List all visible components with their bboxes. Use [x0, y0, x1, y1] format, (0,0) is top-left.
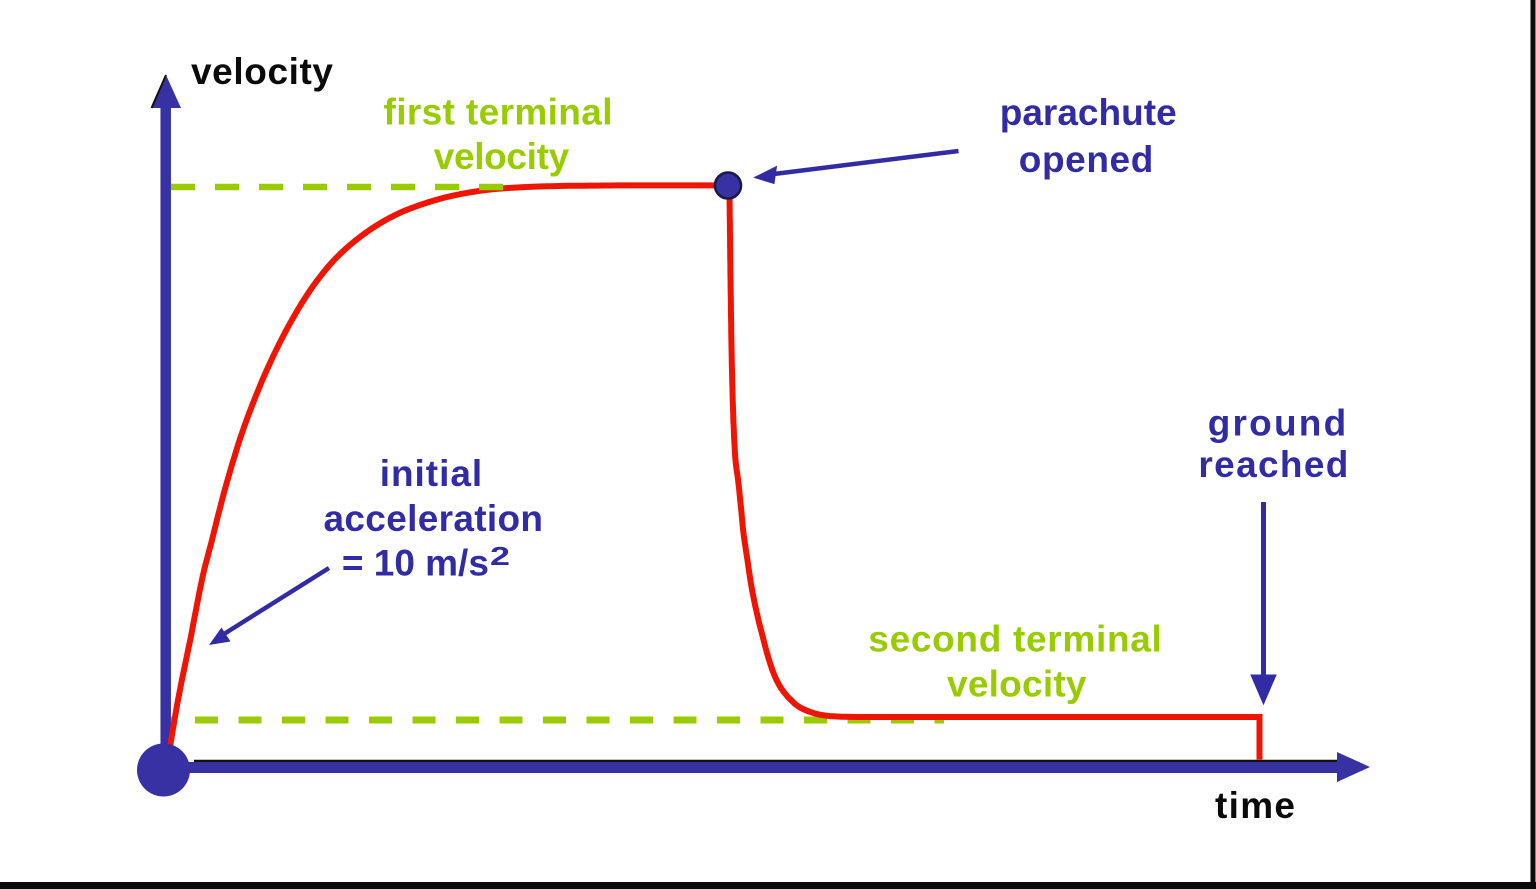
- svg-text:2: 2: [490, 541, 510, 571]
- svg-text:time: time: [1215, 785, 1295, 826]
- svg-text:velocity: velocity: [191, 51, 333, 92]
- svg-text:velocity: velocity: [434, 136, 570, 177]
- svg-text:ground: ground: [1208, 403, 1347, 444]
- svg-text:opened: opened: [1019, 139, 1154, 180]
- svg-text:initial: initial: [380, 453, 483, 494]
- svg-text:second terminal: second terminal: [868, 619, 1162, 660]
- svg-text:parachute: parachute: [1000, 92, 1177, 133]
- svg-text:acceleration: acceleration: [324, 498, 544, 539]
- svg-text:first terminal: first terminal: [384, 92, 613, 133]
- svg-text:= 10 m/s: = 10 m/s: [342, 543, 489, 584]
- svg-text:velocity: velocity: [947, 664, 1087, 705]
- svg-text:reached: reached: [1198, 444, 1348, 485]
